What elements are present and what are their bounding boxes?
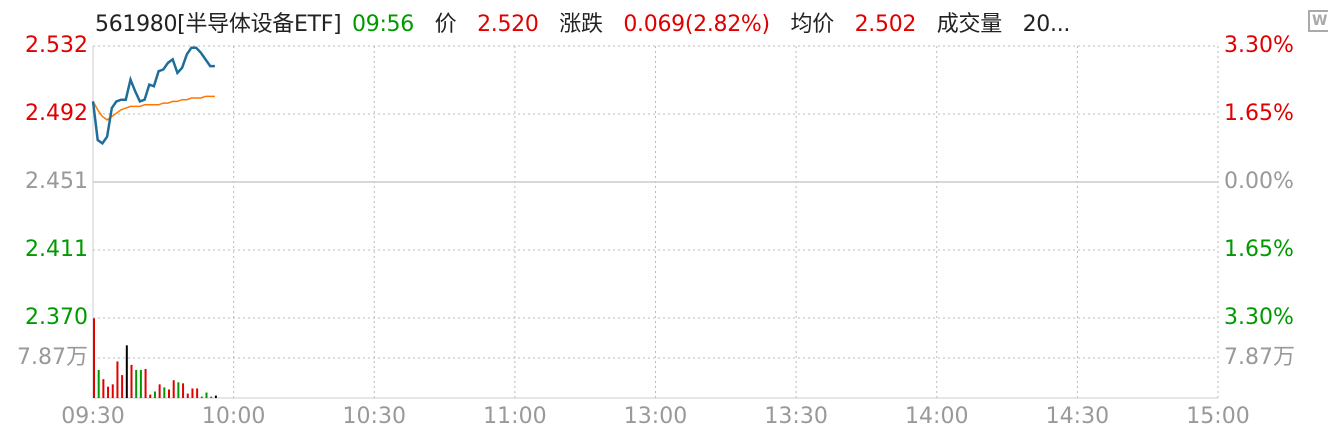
percent-tick-label: 3.30%	[1224, 305, 1294, 330]
volume-tick-label: 7.87万	[17, 345, 88, 370]
price-label: 价	[434, 12, 457, 37]
price-tick-label: 2.492	[25, 101, 88, 126]
quote-header: 561980[半导体设备ETF] 09:56 价 2.520 涨跌 0.069(…	[95, 6, 1084, 38]
avg-price-line	[92, 95, 215, 121]
price-tick-label: 2.370	[25, 305, 88, 330]
price-tick-label: 2.532	[25, 33, 88, 58]
percent-tick-label: 1.65%	[1224, 101, 1294, 126]
time-tick-label: 10:30	[342, 404, 406, 429]
percent-tick-label: 1.65%	[1224, 237, 1294, 262]
time-tick-label: 11:00	[483, 404, 547, 429]
time-tick-label: 14:30	[1045, 404, 1110, 429]
volume-tick-label-right: 7.87万	[1224, 345, 1295, 370]
change-label: 涨跌	[559, 12, 603, 37]
security-name: 561980[半导体设备ETF]	[95, 12, 342, 37]
time-tick-label: 10:00	[201, 404, 266, 429]
time-tick-label: 14:00	[905, 404, 969, 429]
volume-label: 成交量	[936, 12, 1002, 37]
time-tick-label: 13:30	[764, 404, 828, 429]
monitor-w-icon[interactable]: W	[1308, 10, 1328, 32]
volume-value: 20...	[1022, 12, 1071, 37]
percent-tick-label: 3.30%	[1224, 33, 1294, 58]
quote-time: 09:56	[352, 12, 414, 37]
percent-tick-label: 0.00%	[1224, 169, 1294, 194]
avg-value: 2.502	[854, 12, 917, 37]
price-tick-label: 2.411	[25, 237, 88, 262]
price-line	[91, 46, 215, 146]
time-tick-label: 15:00	[1186, 404, 1250, 429]
change-value: 0.069(2.82%)	[623, 12, 770, 37]
time-tick-label: 09:30	[61, 404, 125, 429]
avg-label: 均价	[790, 12, 835, 37]
price-tick-label: 2.451	[25, 169, 88, 194]
time-tick-label: 13:00	[623, 404, 688, 429]
price-value: 2.520	[477, 12, 539, 37]
